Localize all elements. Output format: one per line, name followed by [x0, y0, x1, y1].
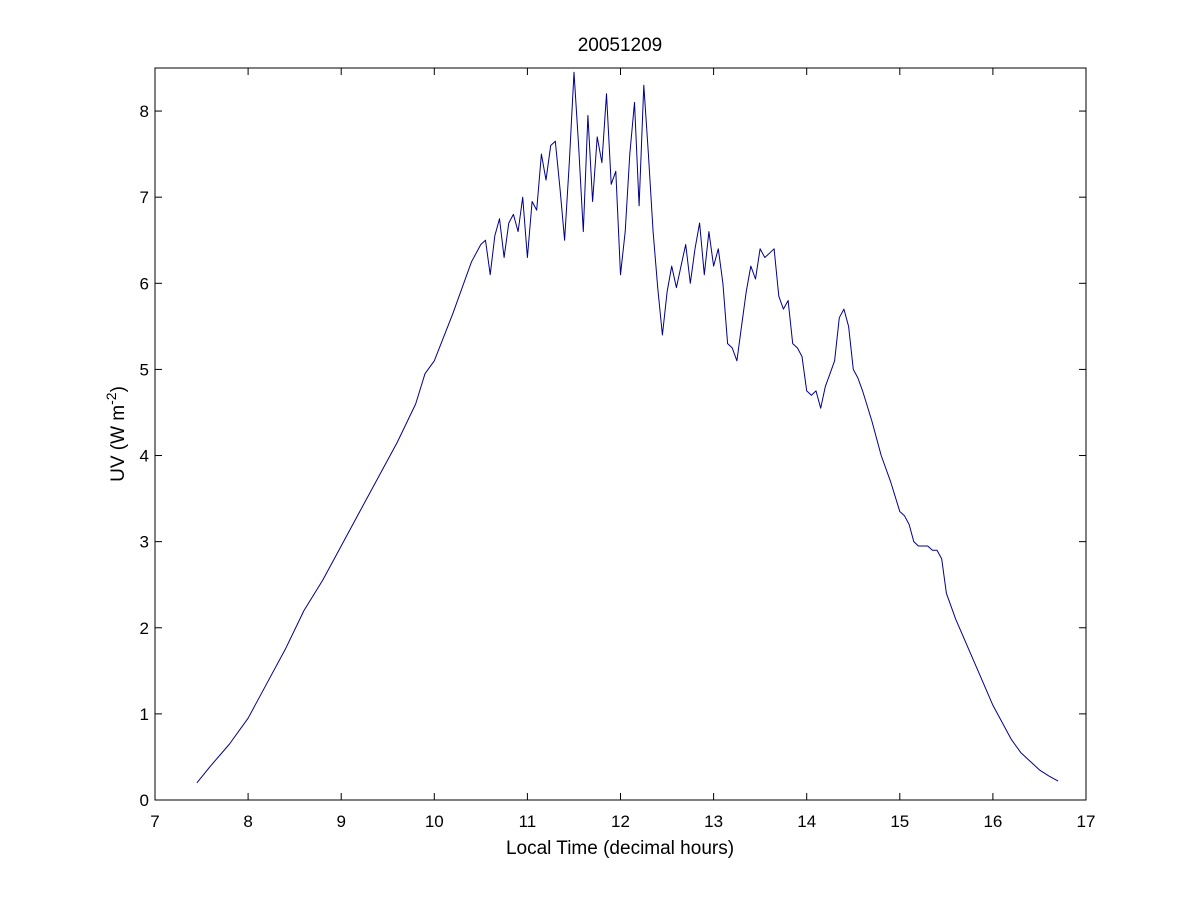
y-tick-label: 0 [140, 791, 149, 810]
x-tick-label: 14 [797, 812, 816, 831]
x-tick-label: 17 [1077, 812, 1096, 831]
x-tick-label: 13 [704, 812, 723, 831]
series-line-uv [196, 71, 1059, 784]
series-layer [196, 71, 1059, 784]
y-axis-label: UV (W m-2) [103, 386, 129, 482]
y-axis-label-superscript: -2 [103, 392, 119, 405]
x-tick-label: 15 [890, 812, 909, 831]
y-axis-label-main: UV (W m [108, 405, 129, 482]
x-tick-label: 8 [243, 812, 252, 831]
y-tick-label: 4 [140, 447, 149, 466]
y-tick-label: 7 [140, 188, 149, 207]
x-axis-label: Local Time (decimal hours) [506, 838, 734, 859]
y-tick-label: 5 [140, 360, 149, 379]
y-tick-label: 6 [140, 274, 149, 293]
chart-title: 20051209 [578, 35, 663, 56]
y-tick-label: 2 [140, 619, 149, 638]
x-tick-label: 11 [519, 812, 537, 831]
y-tick-label: 8 [140, 102, 149, 121]
x-tick-label: 16 [983, 812, 1002, 831]
x-tick-label: 10 [425, 812, 444, 831]
x-tick-label: 12 [611, 812, 630, 831]
y-axis-label-close: ) [108, 386, 129, 392]
x-tick-label: 7 [150, 812, 159, 831]
plot-area [154, 67, 1087, 801]
y-axis-label-group: UV (W m-2) [103, 386, 129, 482]
y-tick-label: 1 [140, 705, 149, 724]
x-tick-label: 9 [336, 812, 345, 831]
y-tick-label: 3 [140, 533, 149, 552]
